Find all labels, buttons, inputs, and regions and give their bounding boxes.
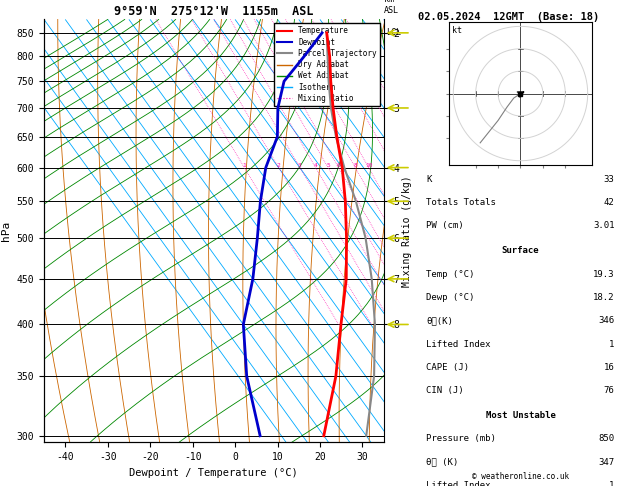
- Text: 346: 346: [598, 316, 615, 325]
- Text: 19.3: 19.3: [593, 270, 615, 278]
- Text: K: K: [426, 175, 432, 184]
- Text: LCL: LCL: [386, 28, 401, 37]
- Text: θᴇ(K): θᴇ(K): [426, 316, 454, 325]
- Text: 3: 3: [298, 163, 302, 168]
- Text: 1: 1: [609, 340, 615, 348]
- Text: CAPE (J): CAPE (J): [426, 363, 469, 372]
- Text: Surface: Surface: [502, 246, 539, 255]
- Text: 2: 2: [277, 163, 281, 168]
- Text: 42: 42: [604, 198, 615, 207]
- Text: Temp (°C): Temp (°C): [426, 270, 475, 278]
- Text: CIN (J): CIN (J): [426, 386, 464, 395]
- Text: 5: 5: [326, 163, 330, 168]
- Text: 18.2: 18.2: [593, 293, 615, 302]
- Y-axis label: Mixing Ratio (g/kg): Mixing Ratio (g/kg): [402, 175, 412, 287]
- Legend: Temperature, Dewpoint, Parcel Trajectory, Dry Adiabat, Wet Adiabat, Isotherm, Mi: Temperature, Dewpoint, Parcel Trajectory…: [274, 23, 380, 106]
- Text: 10: 10: [365, 163, 372, 168]
- X-axis label: Dewpoint / Temperature (°C): Dewpoint / Temperature (°C): [130, 468, 298, 478]
- Text: 850: 850: [598, 434, 615, 443]
- Text: θᴇ (K): θᴇ (K): [426, 458, 459, 467]
- Text: 4: 4: [314, 163, 318, 168]
- Text: Lifted Index: Lifted Index: [426, 481, 491, 486]
- Text: 76: 76: [604, 386, 615, 395]
- Text: km
ASL: km ASL: [384, 0, 399, 15]
- Text: 02.05.2024  12GMT  (Base: 18): 02.05.2024 12GMT (Base: 18): [418, 12, 599, 22]
- Text: 1: 1: [242, 163, 246, 168]
- Text: 6: 6: [337, 163, 340, 168]
- Text: Totals Totals: Totals Totals: [426, 198, 496, 207]
- Text: 8: 8: [353, 163, 357, 168]
- Text: 1: 1: [609, 481, 615, 486]
- Text: Lifted Index: Lifted Index: [426, 340, 491, 348]
- Text: Dewp (°C): Dewp (°C): [426, 293, 475, 302]
- Text: Pressure (mb): Pressure (mb): [426, 434, 496, 443]
- Text: 3.01: 3.01: [593, 222, 615, 230]
- Y-axis label: hPa: hPa: [1, 221, 11, 241]
- Text: 347: 347: [598, 458, 615, 467]
- Text: 16: 16: [604, 363, 615, 372]
- Text: © weatheronline.co.uk: © weatheronline.co.uk: [472, 472, 569, 481]
- Text: PW (cm): PW (cm): [426, 222, 464, 230]
- Title: 9°59'N  275°12'W  1155m  ASL: 9°59'N 275°12'W 1155m ASL: [114, 5, 314, 18]
- Text: Most Unstable: Most Unstable: [486, 411, 555, 420]
- Text: 33: 33: [604, 175, 615, 184]
- Text: kt: kt: [452, 26, 462, 35]
